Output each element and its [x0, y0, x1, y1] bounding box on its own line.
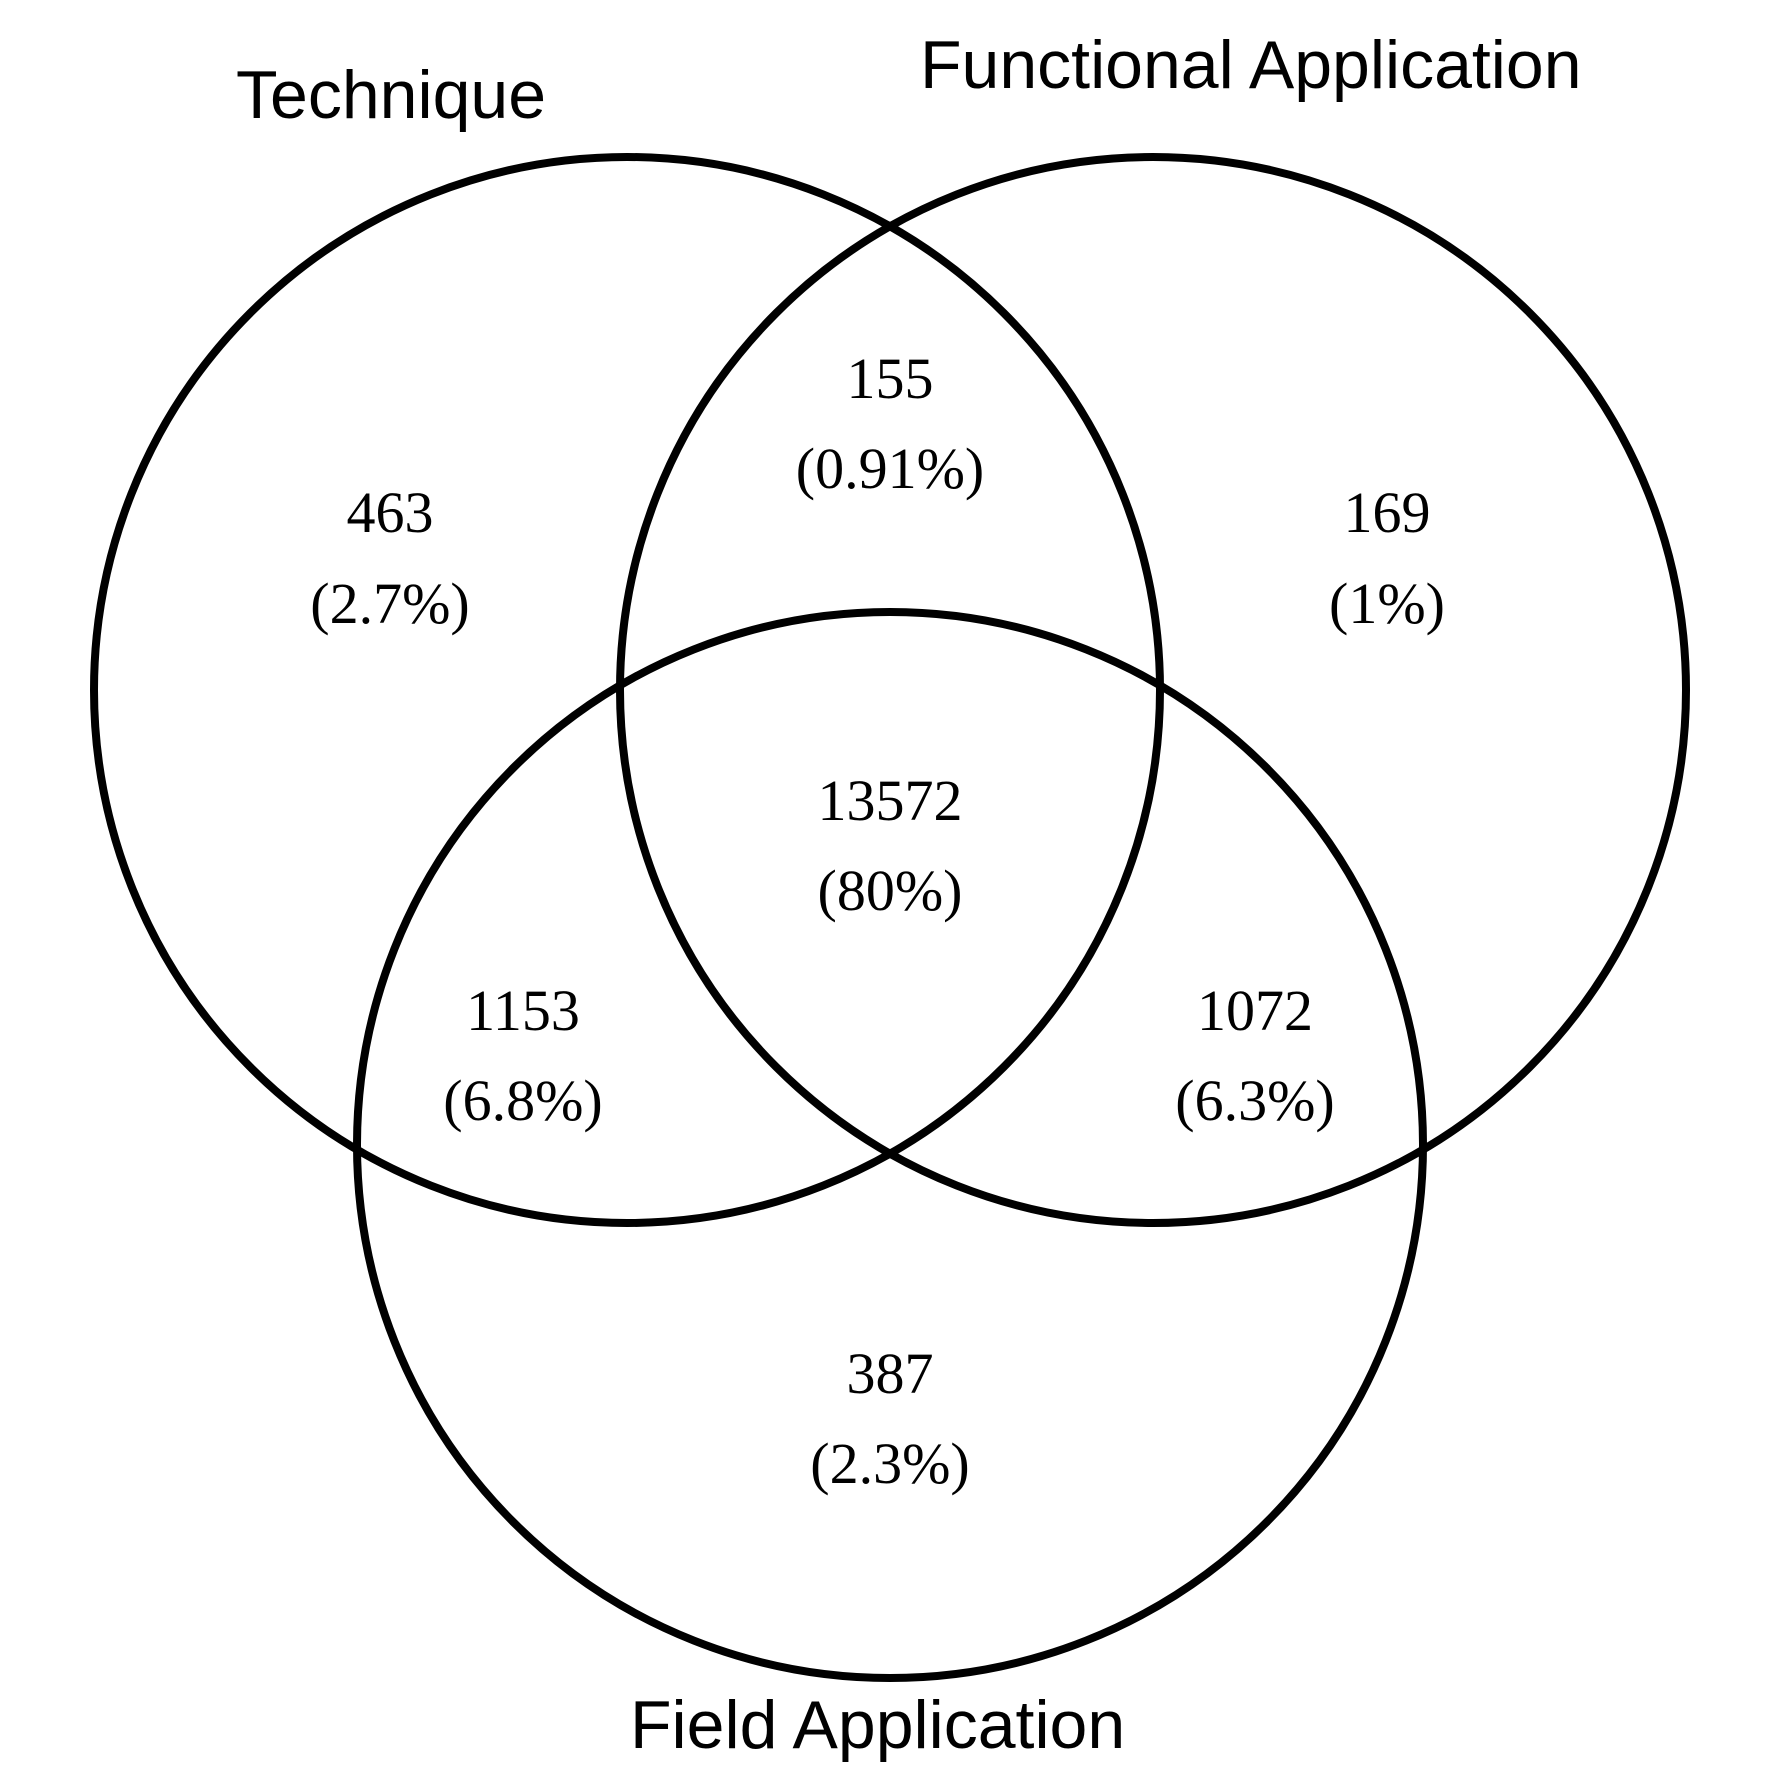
technique-only-percent: (2.7%) — [310, 571, 469, 636]
functional-application-circle — [616, 153, 1690, 1227]
functional-field-percent: (6.3%) — [1175, 1068, 1334, 1133]
technique-field-percent: (6.8%) — [443, 1068, 602, 1133]
technique-field-count: 1153 — [466, 978, 580, 1043]
field-application-label: Field Application — [630, 1687, 1125, 1763]
all-three-percent: (80%) — [818, 858, 963, 923]
field-application-circle — [353, 608, 1427, 1682]
technique-functional-count: 155 — [847, 346, 934, 411]
technique-circle — [90, 153, 1164, 1227]
field-only-percent: (2.3%) — [810, 1431, 969, 1496]
functional-only-count: 169 — [1344, 480, 1431, 545]
technique-only-count: 463 — [347, 480, 434, 545]
technique-label: Technique — [236, 57, 546, 133]
all-three-count: 13572 — [818, 768, 963, 833]
field-only-count: 387 — [847, 1341, 934, 1406]
technique-functional-percent: (0.91%) — [796, 436, 984, 501]
functional-application-label: Functional Application — [920, 27, 1582, 103]
functional-field-count: 1072 — [1197, 978, 1313, 1043]
functional-only-percent: (1%) — [1329, 571, 1445, 636]
